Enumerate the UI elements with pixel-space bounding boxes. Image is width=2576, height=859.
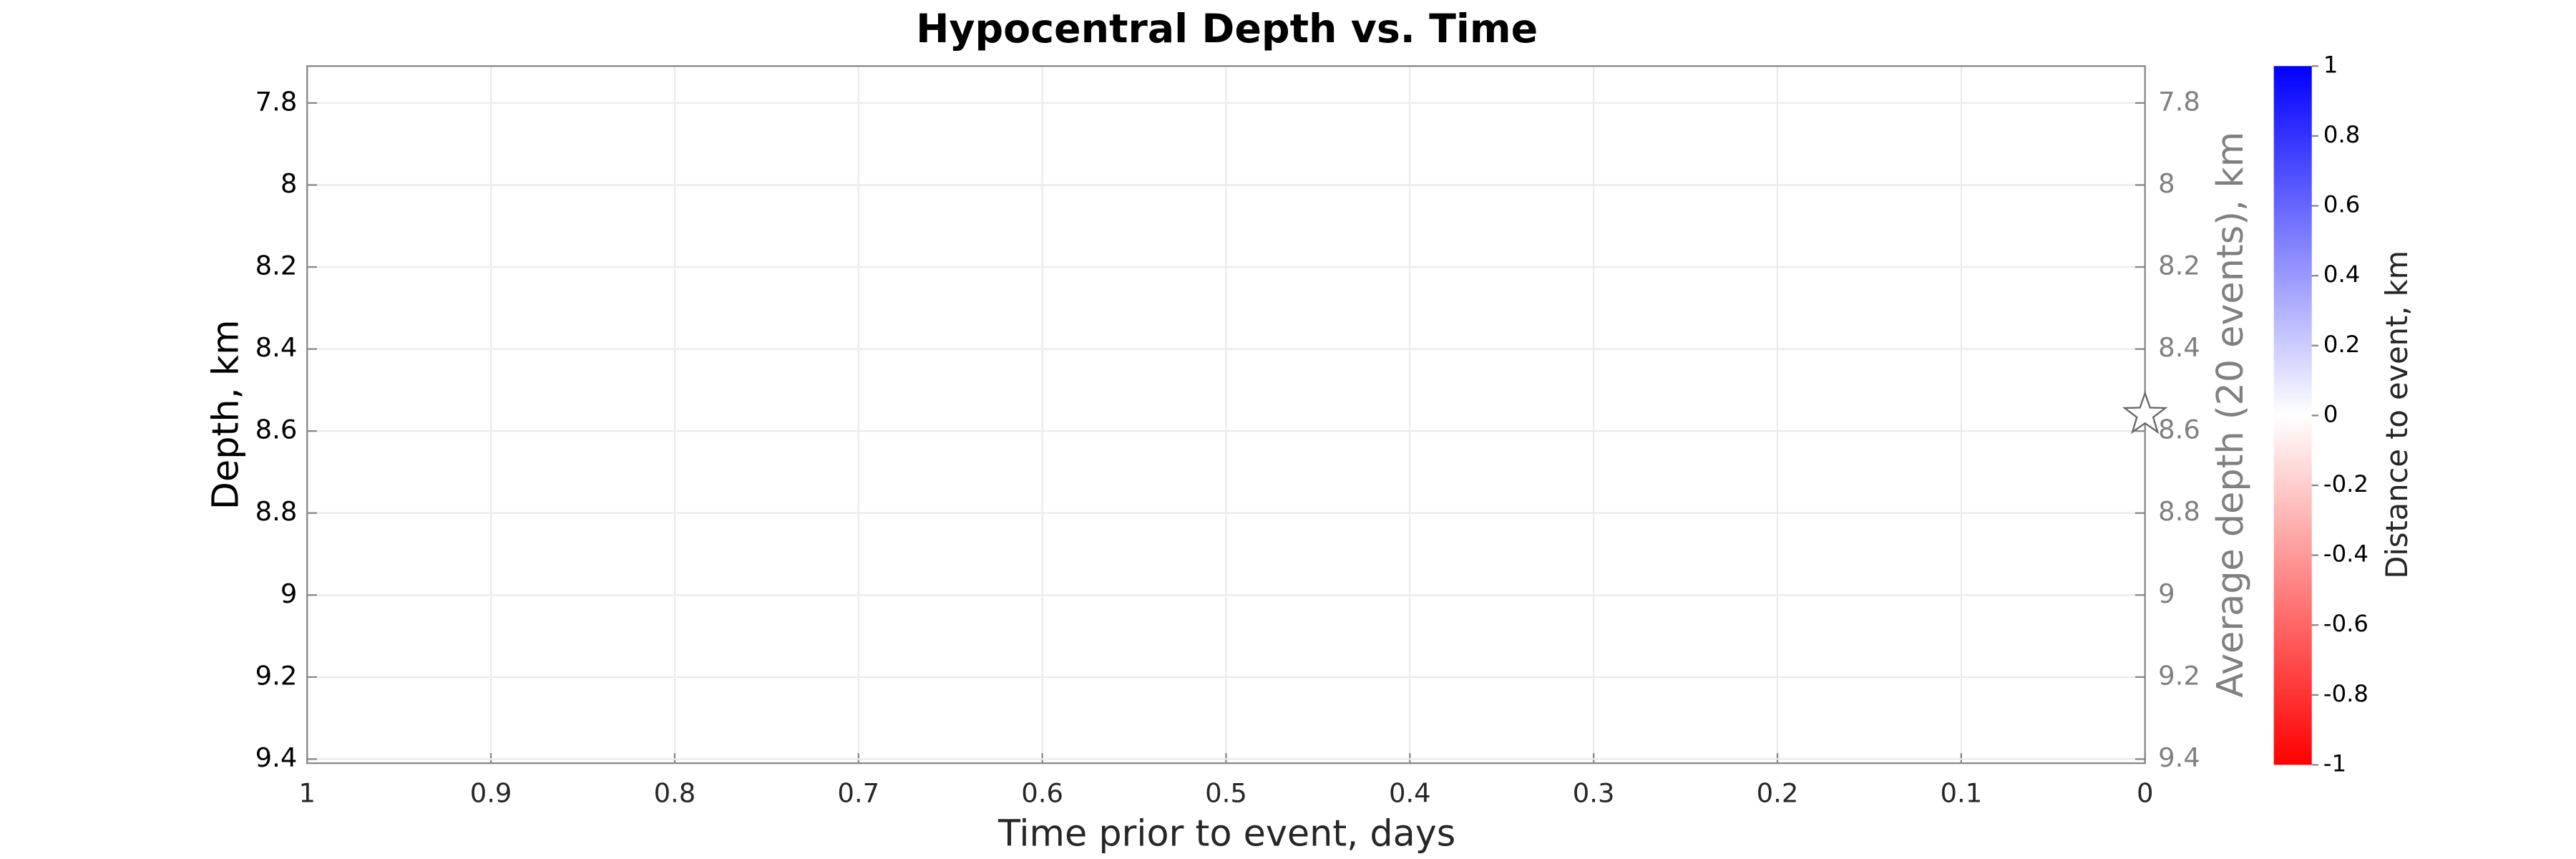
colorbar-label: Distance to event, km [2379,251,2414,579]
y2-axis-label: Average depth (20 events), km [2209,132,2251,698]
y2-tick-label: 9.4 [2158,742,2200,773]
y-tick-label: 7.8 [255,86,298,117]
y-tick-label: 9 [280,578,297,609]
colorbar-tick-label: -0.8 [2323,680,2368,707]
x-tick-label: 0.9 [470,778,512,809]
y-tick-label: 9.2 [255,660,298,691]
colorbar-tick-label: 0.4 [2323,261,2360,288]
x-tick-label: 0.7 [837,778,879,809]
x-tick-label: 0.5 [1205,778,1247,809]
y-tick-label: 9.4 [255,742,298,773]
x-tick-label: 0.4 [1389,778,1431,809]
x-tick-label: 0 [2137,778,2153,809]
y2-tick-label: 9 [2158,578,2175,609]
x-tick-label: 1 [298,778,315,809]
y2-tick-label: 7.8 [2158,86,2200,117]
colorbar-tick-label: -0.6 [2323,610,2368,637]
colorbar-tick-label: 1 [2323,51,2338,78]
y2-tick-label: 8.6 [2158,414,2200,445]
x-tick-label: 0.3 [1573,778,1615,809]
colorbar-tick-label: 0.6 [2323,191,2360,218]
y-tick-label: 8 [280,168,297,199]
x-tick-label: 0.8 [654,778,696,809]
colorbar-tick-label: -0.4 [2323,540,2368,568]
colorbar-tick-label: -0.2 [2323,470,2368,498]
colorbar-tick-label: 0.2 [2323,331,2360,358]
y-axis-label: Depth, km [204,319,246,510]
colorbar-tick-label: 0 [2323,400,2338,427]
y2-tick-label: 8.8 [2158,496,2200,527]
y-tick-label: 8.8 [255,496,298,527]
point [2122,390,2168,435]
y-tick-label: 8.4 [255,332,298,363]
y2-tick-label: 8.4 [2158,332,2200,363]
x-tick-label: 0.1 [1940,778,1982,809]
x-tick-label: 0.2 [1757,778,1799,809]
chart-title: Hypocentral Depth vs. Time [916,6,1538,52]
colorbar-tick-label: 0.8 [2323,121,2360,148]
x-axis-label: Time prior to event, days [997,812,1455,855]
y2-tick-label: 8 [2158,168,2175,199]
y2-tick-label: 9.2 [2158,660,2200,691]
x-tick-label: 0.6 [1021,778,1063,809]
y2-tick-label: 8.2 [2158,251,2200,281]
colorbar-tick-label: -1 [2323,749,2346,777]
y-tick-label: 8.6 [255,414,298,445]
colorbar [2273,66,2312,765]
y-tick-label: 8.2 [255,251,298,281]
